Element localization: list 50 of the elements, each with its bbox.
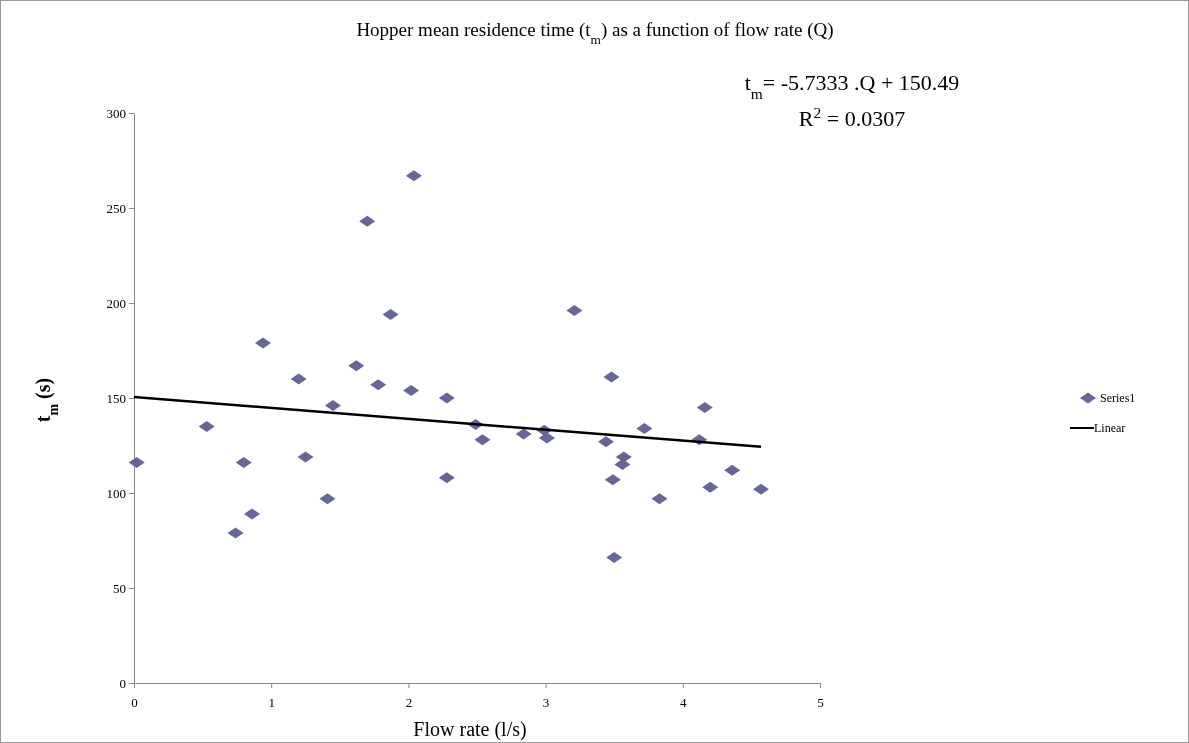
legend-label: Series1 bbox=[1100, 391, 1136, 405]
point bbox=[382, 308, 399, 320]
point bbox=[290, 373, 307, 385]
x-tick-label: 1 bbox=[268, 694, 275, 710]
y-tick-label: 100 bbox=[106, 485, 126, 501]
y-tick-label: 200 bbox=[106, 295, 126, 311]
point bbox=[359, 215, 376, 227]
point bbox=[597, 436, 614, 448]
point bbox=[615, 451, 632, 463]
point bbox=[606, 552, 623, 564]
x-tick-label: 2 bbox=[405, 694, 413, 710]
point bbox=[438, 392, 455, 404]
point bbox=[227, 527, 244, 539]
x-tick-label: 0 bbox=[131, 694, 138, 710]
point bbox=[538, 432, 555, 444]
point bbox=[438, 472, 455, 484]
point bbox=[474, 434, 491, 446]
point bbox=[753, 483, 769, 495]
point bbox=[297, 451, 314, 463]
legend-label: Linear bbox=[1094, 421, 1126, 435]
point bbox=[603, 371, 620, 383]
point bbox=[235, 457, 252, 469]
point bbox=[636, 422, 653, 434]
x-axis-title: Flow rate (l/s) bbox=[413, 718, 527, 741]
point bbox=[243, 508, 260, 520]
y-tick-label: 50 bbox=[113, 580, 126, 596]
point bbox=[724, 464, 741, 476]
point bbox=[254, 337, 271, 349]
point bbox=[405, 170, 422, 182]
text: t$_{m}$= -5.7333 .Q + 150.49 bbox=[744, 70, 960, 102]
y-tick-label: 250 bbox=[106, 200, 126, 216]
chart-title: Hopper mean residence time (t$_{m}$) as a function of flow rate (Q) bbox=[356, 19, 834, 47]
point bbox=[128, 457, 145, 469]
point bbox=[651, 493, 668, 505]
y-tick-label: 150 bbox=[106, 390, 126, 406]
x-tick-label: 3 bbox=[542, 694, 550, 710]
point bbox=[566, 305, 583, 317]
point bbox=[370, 379, 387, 391]
x-tick-label: 4 bbox=[680, 694, 688, 710]
annotation: R$^{2}$ = 0.0307 bbox=[798, 103, 906, 131]
point bbox=[348, 360, 365, 372]
y-tick-label: 300 bbox=[106, 105, 126, 121]
point bbox=[403, 384, 420, 396]
point bbox=[515, 428, 532, 440]
point bbox=[319, 493, 336, 505]
point bbox=[702, 481, 719, 493]
y-tick-label: 0 bbox=[119, 675, 126, 691]
x-tick-label: 5 bbox=[817, 694, 824, 710]
point bbox=[324, 400, 341, 412]
point bbox=[604, 474, 621, 486]
